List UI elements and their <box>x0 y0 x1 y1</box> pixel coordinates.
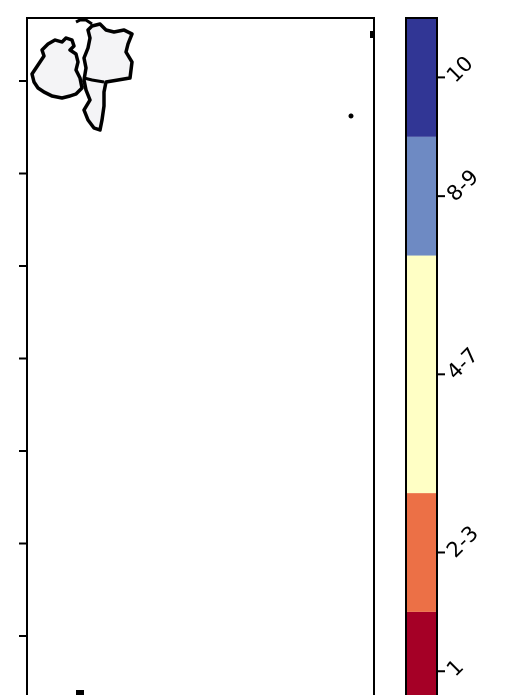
region-coast-fragment <box>75 18 93 26</box>
colorbar-tick-label-2: 4-7 <box>442 343 483 384</box>
colorbar-segment-2 <box>406 255 437 494</box>
region-outline-east <box>82 22 134 132</box>
colorbar-segment-1 <box>406 493 437 612</box>
map-dot-island <box>348 113 354 119</box>
colorbar-tick-label-3: 8-9 <box>442 165 483 206</box>
colorbar-tick-label-1: 2-3 <box>442 521 483 562</box>
colorbar-segment-0 <box>406 611 437 695</box>
map-left-ticks <box>19 80 27 637</box>
colorbar-tick-label-4: 10 <box>442 51 478 87</box>
region-outline-west <box>30 36 84 100</box>
map-edge-mark-bottom <box>76 690 84 695</box>
colorbar-frame <box>405 17 438 695</box>
colorbar-ticks <box>437 76 445 673</box>
colorbar-segment-4 <box>406 18 437 137</box>
region-internal-border <box>83 76 105 84</box>
map-frame <box>26 17 375 695</box>
map-panel <box>19 17 375 695</box>
colorbar-segments <box>406 18 437 695</box>
colorbar-segment-3 <box>406 136 437 256</box>
map-edge-mark-top-right <box>370 31 373 38</box>
colorbar-tick-label-0: 1 <box>442 655 468 681</box>
colorbar-labels: 1 2-3 4-7 8-9 10 <box>442 51 483 681</box>
colorbar: 1 2-3 4-7 8-9 10 <box>405 17 483 695</box>
